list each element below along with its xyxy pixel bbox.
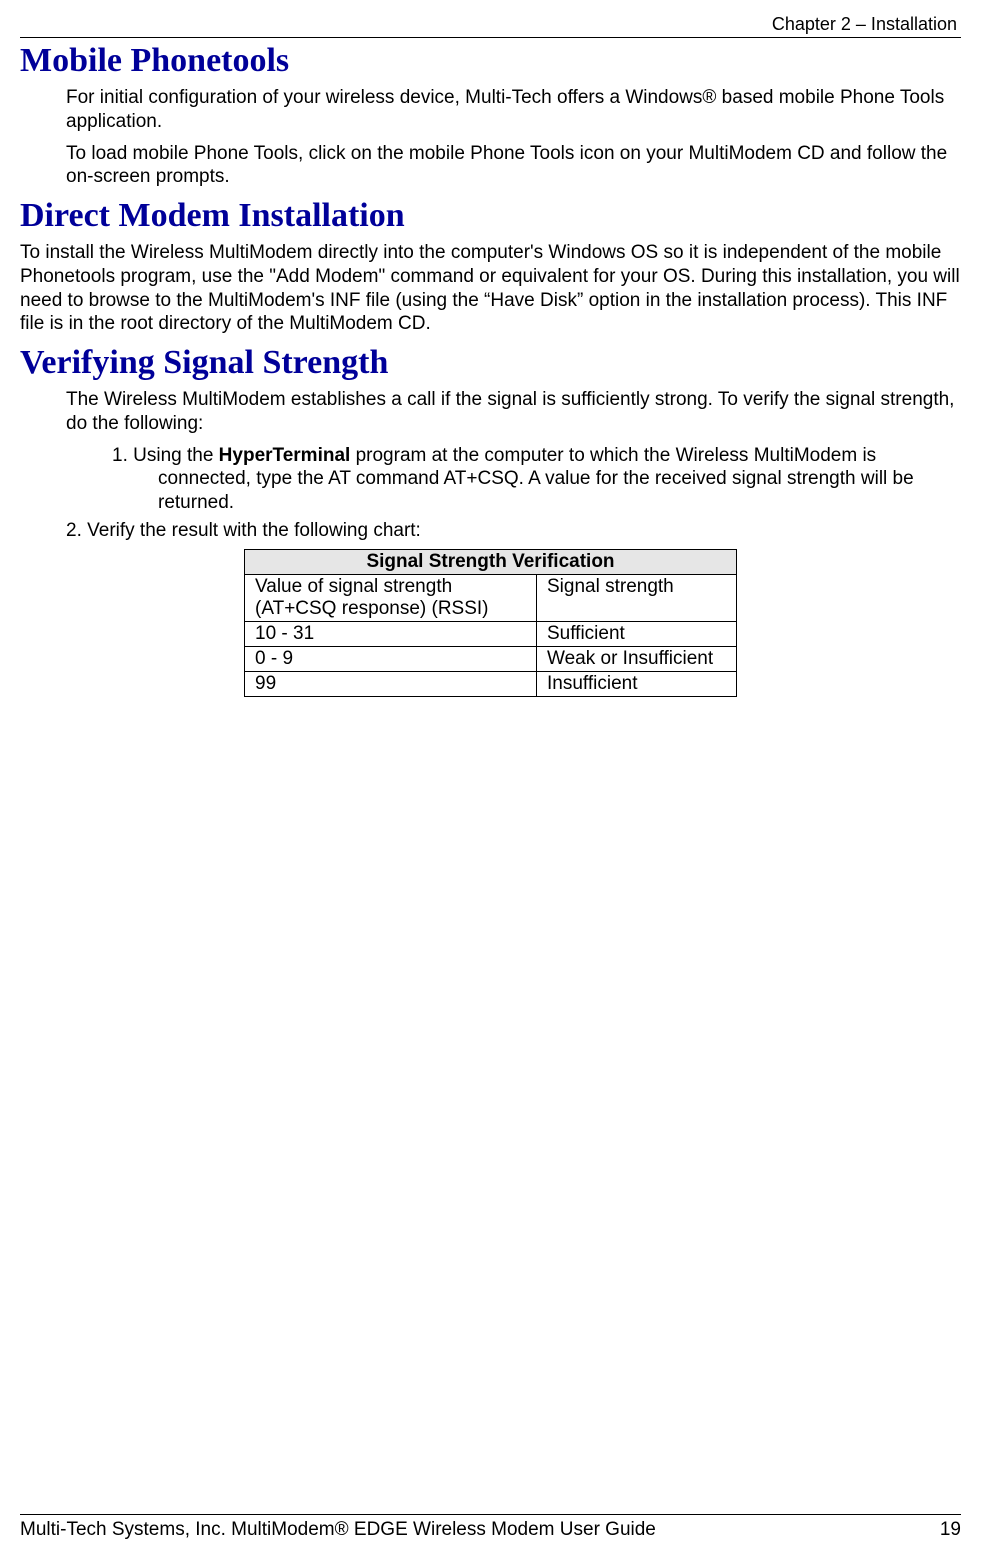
step-1-bold: HyperTerminal [219,445,351,466]
table-col-header-2: Signal strength [537,574,737,621]
para-mobile-phonetools-1: For initial configuration of your wirele… [66,86,961,134]
footer-left: Multi-Tech Systems, Inc. MultiModem® EDG… [20,1519,656,1541]
step-1-prefix: 1. Using the [112,445,219,466]
table-title: Signal Strength Verification [245,549,737,574]
table-col-header-1: Value of signal strength (AT+CSQ respons… [245,574,537,621]
signal-strength-table: Signal Strength Verification Value of si… [244,549,737,697]
footer-rule [20,1514,961,1515]
footer-page-number: 19 [940,1519,961,1541]
page-footer: Multi-Tech Systems, Inc. MultiModem® EDG… [20,1514,961,1541]
step-1: 1. Using the HyperTerminal program at th… [66,444,961,515]
heading-direct-modem: Direct Modem Installation [20,197,961,235]
table-cell: 99 [245,671,537,696]
table-cell: 10 - 31 [245,621,537,646]
table-cell: 0 - 9 [245,646,537,671]
table-cell: Insufficient [537,671,737,696]
heading-verify-signal: Verifying Signal Strength [20,344,961,382]
table-row: 10 - 31 Sufficient [245,621,737,646]
header-rule [20,37,961,38]
para-verify-signal-intro: The Wireless MultiModem establishes a ca… [66,388,961,436]
table-row: 0 - 9 Weak or Insufficient [245,646,737,671]
heading-mobile-phonetools: Mobile Phonetools [20,42,961,80]
table-cell: Sufficient [537,621,737,646]
table-row: 99 Insufficient [245,671,737,696]
table-cell: Weak or Insufficient [537,646,737,671]
para-direct-modem-1: To install the Wireless MultiModem direc… [20,241,961,336]
para-mobile-phonetools-2: To load mobile Phone Tools, click on the… [66,142,961,190]
step-2: 2. Verify the result with the following … [66,519,961,543]
table-header-row: Value of signal strength (AT+CSQ respons… [245,574,737,621]
page-header-breadcrumb: Chapter 2 – Installation [20,14,961,35]
